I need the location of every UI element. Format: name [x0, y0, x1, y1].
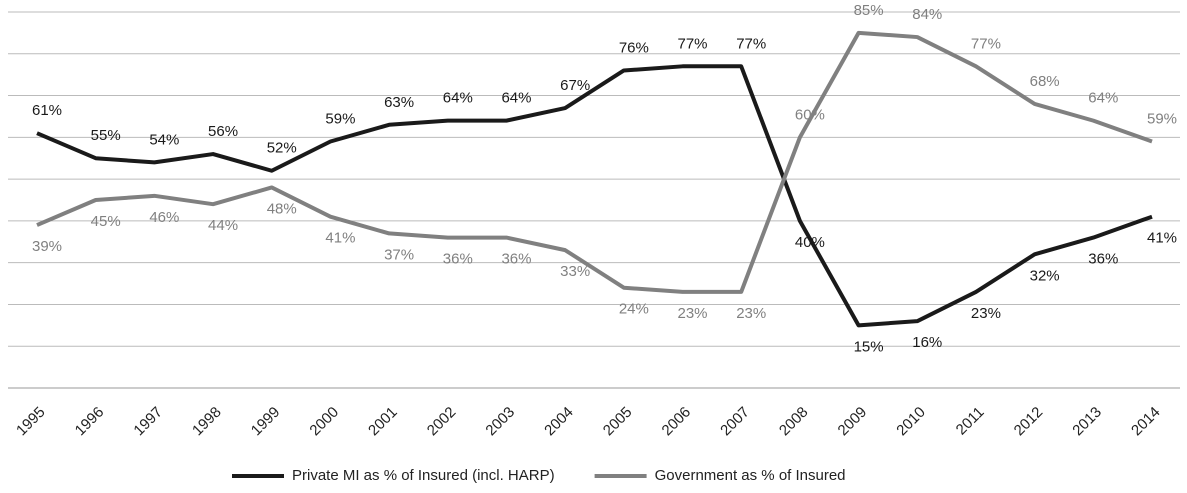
data-label: 15% [854, 338, 884, 355]
data-label: 41% [325, 230, 355, 247]
x-tick-label: 2004 [541, 404, 577, 440]
data-label: 76% [619, 39, 649, 56]
data-label: 77% [971, 35, 1001, 52]
data-label: 85% [854, 2, 884, 19]
x-tick-label: 2011 [953, 404, 988, 439]
data-label: 67% [560, 77, 590, 94]
data-label: 84% [912, 6, 942, 23]
x-tick-label: 2005 [600, 404, 636, 440]
data-label: 59% [325, 110, 355, 127]
data-label: 63% [384, 94, 414, 111]
x-tick-label: 1995 [13, 404, 49, 440]
data-label: 32% [1030, 267, 1060, 284]
data-label: 16% [912, 334, 942, 351]
x-tick-label: 1999 [248, 404, 284, 440]
data-label: 77% [678, 35, 708, 52]
data-label: 64% [501, 90, 531, 107]
data-label: 55% [91, 127, 121, 144]
data-label: 56% [208, 123, 238, 140]
x-tick-label: 2001 [365, 404, 401, 440]
data-label: 60% [795, 106, 825, 123]
data-label: 61% [32, 102, 62, 119]
data-label: 41% [1147, 230, 1177, 247]
x-tick-label: 2003 [482, 404, 518, 440]
x-tick-label: 2000 [306, 404, 342, 440]
data-label: 44% [208, 217, 238, 234]
data-label: 68% [1030, 73, 1060, 90]
data-label: 36% [443, 251, 473, 268]
x-tick-label: 1996 [72, 404, 108, 440]
x-tick-label: 2008 [776, 404, 812, 440]
data-label: 37% [384, 246, 414, 263]
data-label: 46% [149, 209, 179, 226]
data-label: 24% [619, 301, 649, 318]
data-label: 40% [795, 234, 825, 251]
legend-label: Government as % of Insured [655, 467, 846, 484]
data-label: 23% [971, 305, 1001, 322]
x-tick-label: 2007 [717, 404, 753, 440]
series-line [36, 64, 1153, 328]
data-label: 52% [267, 140, 297, 157]
x-tick-label: 1998 [189, 404, 225, 440]
x-tick-label: 2012 [1011, 404, 1047, 440]
legend-label: Private MI as % of Insured (incl. HARP) [292, 467, 555, 484]
data-label: 54% [149, 131, 179, 148]
data-label: 48% [267, 200, 297, 217]
data-label: 23% [736, 305, 766, 322]
x-tick-label: 2014 [1128, 404, 1164, 440]
x-tick-label: 2009 [835, 404, 871, 440]
data-label: 36% [501, 251, 531, 268]
data-label: 77% [736, 35, 766, 52]
data-label: 64% [443, 90, 473, 107]
data-label: 64% [1088, 90, 1118, 107]
data-label: 36% [1088, 251, 1118, 268]
data-label: 23% [678, 305, 708, 322]
x-tick-label: 1997 [130, 404, 166, 440]
data-label: 59% [1147, 110, 1177, 127]
data-label: 45% [91, 213, 121, 230]
x-tick-label: 2006 [659, 404, 695, 440]
series-line [36, 30, 1153, 294]
x-tick-label: 2013 [1069, 404, 1105, 440]
data-label: 39% [32, 238, 62, 255]
data-label: 33% [560, 263, 590, 280]
x-tick-label: 2010 [893, 404, 929, 440]
x-tick-label: 2002 [424, 404, 460, 440]
